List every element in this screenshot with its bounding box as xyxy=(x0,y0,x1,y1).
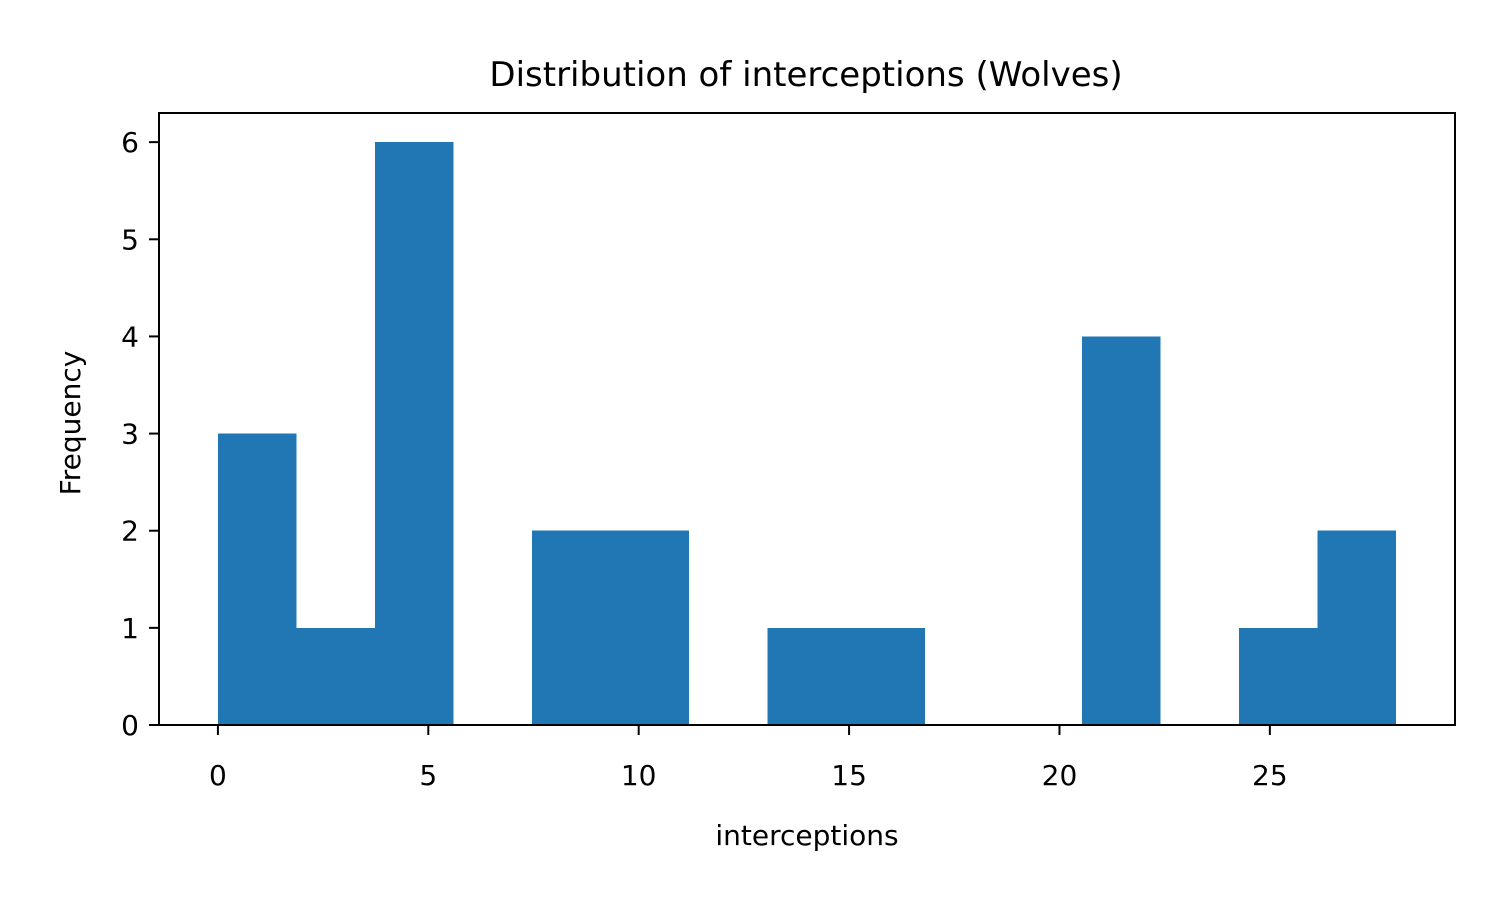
x-tick-label: 10 xyxy=(621,759,657,792)
y-tick-label: 1 xyxy=(121,612,139,645)
histogram-bar-1 xyxy=(296,627,375,725)
y-tick-label: 0 xyxy=(121,709,139,742)
y-tick-label: 3 xyxy=(121,418,139,451)
histogram-bar-5 xyxy=(610,530,690,725)
histogram-bar-14 xyxy=(1317,530,1397,725)
x-axis-ticks: 0 5 10 15 20 25 xyxy=(209,725,1288,792)
histogram-bar-13 xyxy=(1239,627,1318,725)
x-axis-label: interceptions xyxy=(715,819,898,852)
y-tick-label: 5 xyxy=(121,223,139,256)
y-axis-ticks: 0 1 2 3 4 5 6 xyxy=(121,126,159,742)
histogram-bar-8 xyxy=(846,627,925,725)
y-tick-label: 6 xyxy=(121,126,139,159)
x-tick-label: 5 xyxy=(419,759,437,792)
y-tick-label: 4 xyxy=(121,320,139,353)
bars-group xyxy=(217,142,1397,726)
x-tick-label: 0 xyxy=(209,759,227,792)
x-tick-label: 25 xyxy=(1252,759,1288,792)
x-tick-label: 15 xyxy=(831,759,867,792)
y-tick-label: 2 xyxy=(121,515,139,548)
histogram-bar-0 xyxy=(217,433,297,725)
histogram-bar-7 xyxy=(767,627,847,725)
histogram-bar-11 xyxy=(1081,336,1161,725)
plot-frame xyxy=(158,112,1456,726)
histogram-bar-4 xyxy=(532,530,611,725)
y-axis-label: Frequency xyxy=(54,351,87,496)
histogram-bar-2 xyxy=(374,142,454,726)
chart-title: Distribution of interceptions (Wolves) xyxy=(489,55,1122,95)
x-tick-label: 20 xyxy=(1042,759,1078,792)
